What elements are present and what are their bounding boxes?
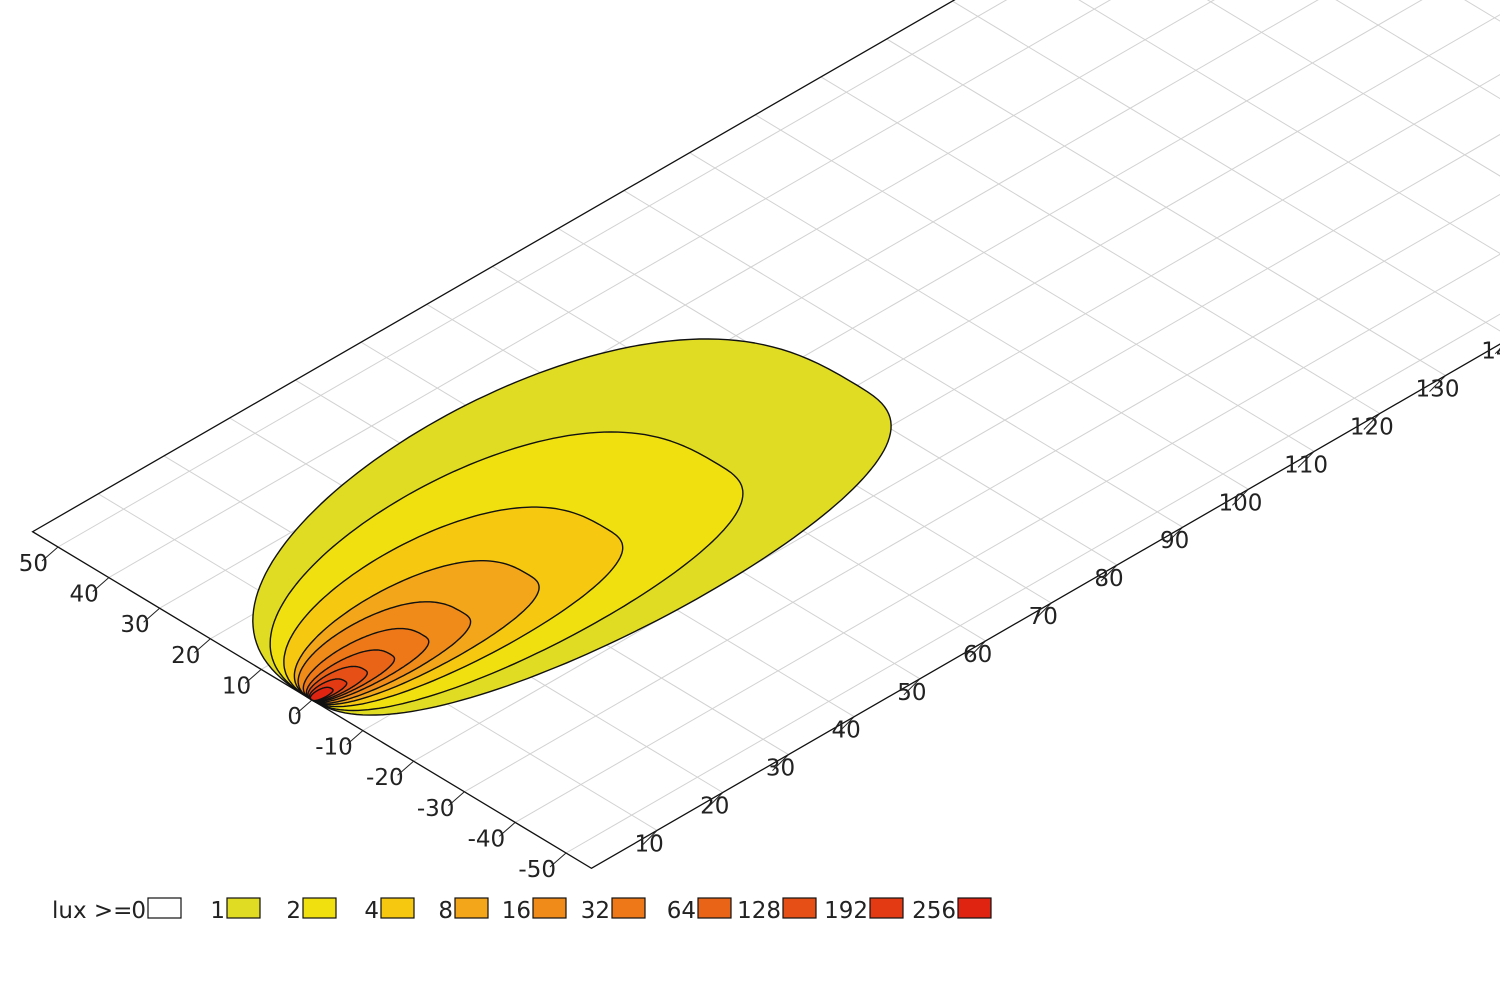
- x-tick-label: 100: [1218, 490, 1262, 516]
- x-tick-label: 60: [963, 642, 992, 668]
- legend-label: lux >=: [52, 898, 132, 924]
- grid-line-x: [1078, 0, 1500, 255]
- y-tick-label: 0: [287, 704, 302, 730]
- legend-swatch: [302, 897, 337, 919]
- x-tick-label: 70: [1029, 604, 1058, 630]
- y-tick-label: -40: [468, 826, 506, 852]
- legend-swatch: [532, 897, 567, 919]
- legend-level-label: 128: [737, 898, 781, 924]
- x-tick-mark: [772, 754, 789, 771]
- legend-level-label: 64: [667, 898, 696, 924]
- grid-line-y: [464, 193, 1500, 793]
- x-tick-label: 140: [1481, 339, 1500, 365]
- grid-line-x: [1464, 0, 1500, 22]
- x-tick-mark: [969, 640, 986, 658]
- grid-line-x: [1281, 0, 1500, 148]
- y-tick-label: 40: [70, 582, 99, 608]
- legend-level-label: 32: [581, 898, 610, 924]
- y-tick-label: 50: [19, 551, 48, 577]
- legend-swatch: [957, 897, 992, 919]
- legend-level-label: 1: [210, 898, 225, 924]
- plot-frame: [31, 0, 1500, 870]
- y-tick-label: -50: [518, 857, 556, 883]
- legend-swatch: [611, 897, 646, 919]
- x-tick-mark: [1363, 413, 1381, 430]
- x-tick-mark: [1100, 564, 1118, 582]
- grid-line-y: [565, 313, 1500, 854]
- x-tick-label: 90: [1160, 528, 1189, 554]
- x-tick-label: 120: [1350, 415, 1394, 441]
- legend-level-label: 256: [912, 898, 956, 924]
- x-tick-label: 30: [766, 756, 795, 782]
- x-tick-mark: [1297, 451, 1315, 468]
- x-tick-mark: [837, 716, 855, 734]
- legend-level-label: 192: [824, 898, 868, 924]
- legend: lux >= 0 1 2 4 8 16 32 64 128 192 256: [52, 897, 992, 924]
- legend-swatch: [782, 897, 817, 919]
- legend-items: 0 1 2 4 8 16 32 64 128 192 256: [131, 897, 992, 924]
- y-tick-mark: [346, 730, 364, 745]
- y-tick-mark: [549, 852, 567, 868]
- y-tick-label: -10: [315, 735, 353, 761]
- legend-swatch: [697, 897, 732, 919]
- y-tick-mark: [92, 577, 110, 592]
- y-tick-mark: [448, 791, 465, 807]
- x-tick-mark: [1494, 348, 1500, 355]
- legend-level-label: 16: [502, 898, 531, 924]
- x-tick-label: 80: [1094, 566, 1123, 592]
- y-tick-label: 30: [120, 612, 149, 638]
- y-tick-mark: [244, 669, 262, 684]
- grid-line-y: [514, 253, 1500, 823]
- x-tick-mark: [903, 678, 921, 696]
- x-tick-mark: [640, 830, 658, 847]
- y-tick-mark: [194, 638, 211, 654]
- grid-line-y: [413, 133, 1500, 762]
- grid-line-x: [952, 0, 1500, 332]
- legend-level-label: 2: [286, 898, 301, 924]
- plot-border: [31, 0, 1500, 870]
- x-tick-label: 40: [832, 718, 861, 744]
- y-tick-mark: [295, 699, 313, 715]
- x-tick-label: 50: [897, 680, 926, 706]
- legend-swatch: [147, 897, 182, 919]
- x-tick-mark: [1429, 375, 1446, 392]
- y-tick-mark: [143, 607, 160, 623]
- legend-swatch: [226, 897, 261, 919]
- x-tick-mark: [1166, 526, 1184, 544]
- x-tick-label: 10: [634, 831, 663, 857]
- grid-line-y: [108, 0, 1112, 579]
- legend-level-label: 8: [438, 898, 453, 924]
- y-tick-mark: [41, 546, 59, 562]
- y-tick-mark: [397, 760, 414, 776]
- grid-line-y: [57, 0, 1008, 548]
- y-tick-label: -20: [366, 765, 404, 791]
- contour-256-lux: [309, 686, 334, 702]
- legend-level-label: 0: [131, 898, 146, 924]
- x-tick-label: 20: [700, 794, 729, 820]
- legend-swatch: [380, 897, 415, 919]
- x-tick-mark: [1232, 488, 1249, 506]
- y-tick-label: 10: [222, 673, 251, 699]
- x-tick-label: 130: [1416, 377, 1460, 403]
- y-axis-ticks: 50 40 30 20 10 0 -10 -20 -30 -40 -50: [19, 546, 567, 883]
- legend-level-label: 4: [364, 898, 379, 924]
- x-tick-mark: [706, 792, 724, 809]
- x-axis-ticks: 1020304050607080901001101201301401501601…: [634, 339, 1500, 857]
- grid-line-x: [1335, 0, 1500, 100]
- x-tick-mark: [1034, 602, 1052, 620]
- y-tick-mark: [498, 822, 516, 837]
- x-tick-label: 110: [1284, 452, 1328, 478]
- legend-swatch: [454, 897, 489, 919]
- contour-plot: [252, 338, 892, 716]
- y-tick-label: -30: [417, 796, 455, 822]
- y-tick-label: 20: [171, 643, 200, 669]
- legend-swatch: [869, 897, 904, 919]
